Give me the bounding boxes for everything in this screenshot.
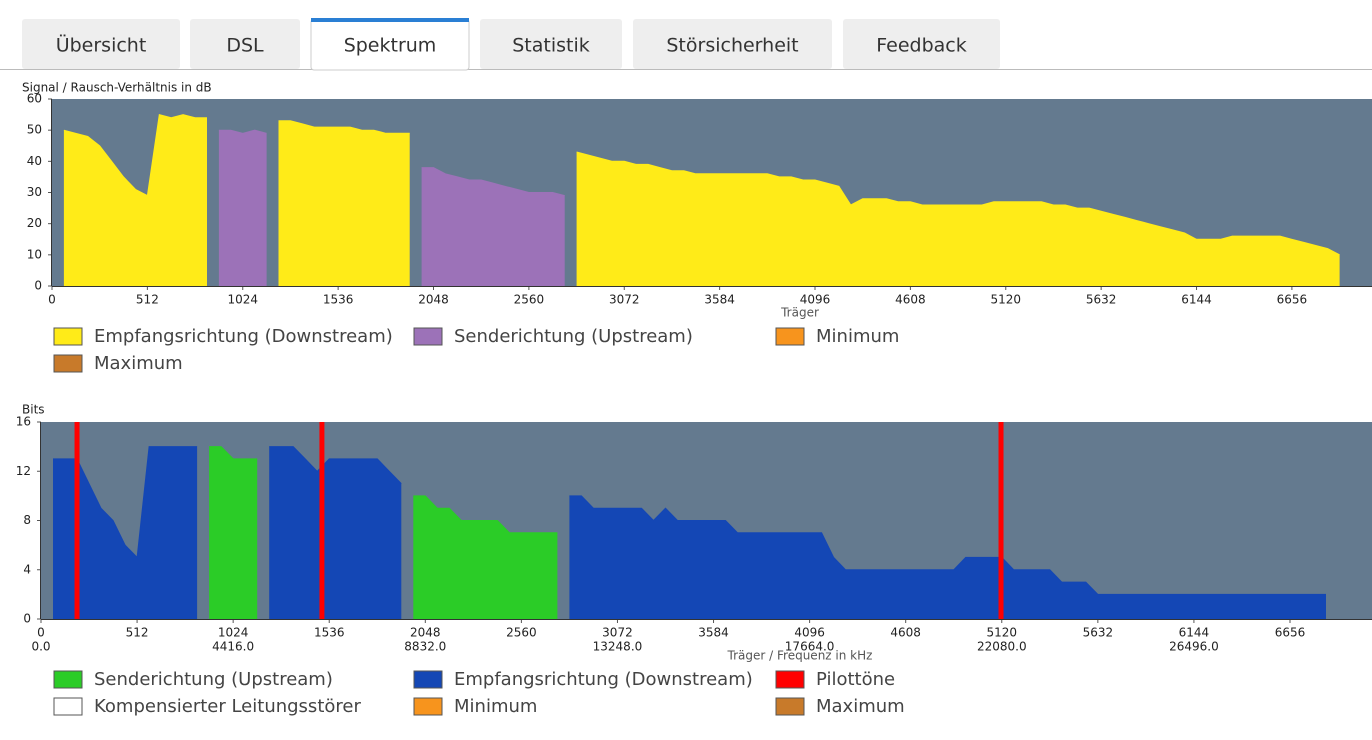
- x-tick-label: 6144: [1179, 626, 1210, 640]
- x-tick-label: 4608: [895, 293, 926, 307]
- frequency-label: 17664.0: [785, 640, 835, 654]
- x-tick-label: 6656: [1275, 626, 1306, 640]
- y-tick-label: 40: [27, 154, 42, 168]
- legend-label: Maximum: [94, 353, 183, 374]
- area-line: [63, 113, 1340, 256]
- tab[interactable]: [190, 19, 300, 69]
- y-tick-label: 4: [23, 562, 31, 576]
- legend-swatch: [53, 327, 83, 346]
- x-tick-label: 4096: [800, 293, 831, 307]
- x-tick-label: 5632: [1086, 293, 1117, 307]
- x-axis-title: Träger / Frequenz in kHz: [727, 649, 873, 663]
- legend-swatch: [413, 670, 443, 689]
- x-tick-label: 6144: [1181, 293, 1212, 307]
- legend-swatch: [53, 670, 83, 689]
- x-axis-title: Träger: [780, 306, 819, 320]
- legend-label: Pilottöne: [816, 669, 895, 690]
- x-tick-label: 1536: [323, 293, 354, 307]
- x-tick-label: 6656: [1277, 293, 1308, 307]
- y-tick-label: 12: [16, 464, 31, 478]
- legend-swatch: [775, 697, 805, 716]
- x-tick-label: 3072: [602, 626, 633, 640]
- x-tick-label: 512: [136, 293, 159, 307]
- x-tick-label: 3072: [609, 293, 640, 307]
- tab-label[interactable]: Übersicht: [56, 34, 147, 57]
- y-axis-title: Signal / Rausch-Verhältnis in dB: [22, 81, 212, 95]
- legend-swatch: [53, 354, 83, 373]
- y-tick-label: 50: [27, 123, 42, 137]
- y-tick-label: 60: [27, 92, 42, 106]
- tab-label[interactable]: Feedback: [876, 35, 966, 57]
- area-fill: [63, 114, 1340, 286]
- y-axis-title: Bits: [22, 403, 45, 417]
- x-tick-label: 5120: [986, 626, 1017, 640]
- frequency-label: 26496.0: [1169, 640, 1219, 654]
- x-tick-label: 0: [48, 293, 56, 307]
- area-line: [218, 129, 565, 197]
- legend-label: Minimum: [816, 326, 899, 347]
- legend-label: Minimum: [454, 696, 537, 717]
- legend-swatch: [413, 697, 443, 716]
- x-tick-label: 1024: [227, 293, 258, 307]
- legend-label: Maximum: [816, 696, 905, 717]
- x-tick-label: 3584: [698, 626, 729, 640]
- tab[interactable]: [480, 19, 622, 69]
- x-tick-label: 5632: [1083, 626, 1114, 640]
- x-tick-label: 1536: [314, 626, 345, 640]
- y-tick-label: 30: [27, 185, 42, 199]
- y-tick-label: 10: [27, 247, 42, 261]
- y-tick-label: 8: [23, 513, 31, 527]
- tab-label[interactable]: Spektrum: [344, 35, 437, 57]
- x-tick-label: 5120: [990, 293, 1021, 307]
- legend-swatch: [413, 327, 443, 346]
- tab-label[interactable]: Störsicherheit: [666, 35, 798, 57]
- y-tick-label: 0: [34, 279, 42, 293]
- tab[interactable]: [633, 19, 832, 69]
- legend-label: Kompensierter Leitungsstörer: [94, 696, 361, 717]
- x-tick-label: 2048: [410, 626, 441, 640]
- frequency-label: 22080.0: [977, 640, 1027, 654]
- frequency-label: 4416.0: [212, 640, 254, 654]
- area-fill: [53, 446, 1326, 619]
- y-tick-label: 20: [27, 216, 42, 230]
- x-tick-label: 2560: [506, 626, 537, 640]
- tab[interactable]: [843, 19, 1000, 69]
- x-tick-label: 1024: [218, 626, 249, 640]
- area-fill: [41, 446, 558, 619]
- y-tick-label: 16: [16, 415, 31, 429]
- y-tick-label: 0: [23, 612, 31, 626]
- tab-label[interactable]: Statistik: [512, 35, 590, 57]
- legend-swatch: [775, 327, 805, 346]
- area-line: [209, 446, 558, 534]
- x-tick-label: 4608: [890, 626, 921, 640]
- legend-label: Senderichtung (Upstream): [454, 326, 693, 347]
- legend-swatch: [775, 670, 805, 689]
- tab-label[interactable]: DSL: [226, 35, 264, 57]
- x-tick-label: 512: [126, 626, 149, 640]
- legend-label: Empfangsrichtung (Downstream): [94, 326, 393, 347]
- area-fill: [52, 130, 565, 286]
- frequency-label: 13248.0: [593, 640, 643, 654]
- x-tick-label: 3584: [704, 293, 735, 307]
- legend-swatch: [53, 697, 83, 716]
- legend-label: Empfangsrichtung (Downstream): [454, 669, 753, 690]
- x-tick-label: 2560: [514, 293, 545, 307]
- tab-active-indicator: [311, 18, 469, 22]
- x-tick-label: 0: [37, 626, 45, 640]
- tab[interactable]: [22, 19, 180, 69]
- legend-label: Senderichtung (Upstream): [94, 669, 333, 690]
- x-tick-label: 2048: [418, 293, 449, 307]
- x-tick-label: 4096: [794, 626, 825, 640]
- frequency-label: 0.0: [31, 640, 50, 654]
- frequency-label: 8832.0: [404, 640, 446, 654]
